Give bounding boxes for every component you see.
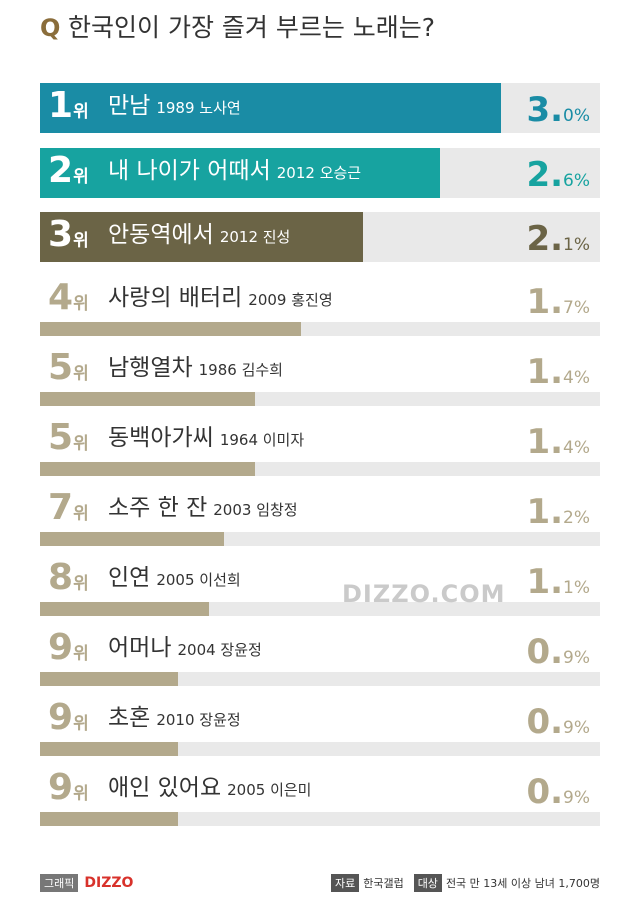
song-row: 애인 있어요 2005 이은미 xyxy=(108,768,311,808)
song-title: 안동역에서 xyxy=(108,222,214,248)
bar xyxy=(40,83,502,133)
song-detail: 1989 노사연 xyxy=(156,99,241,117)
song-detail: 2005 이선희 xyxy=(156,571,241,589)
value-label: 0.9% xyxy=(526,702,590,742)
song-detail: 2005 이은미 xyxy=(227,781,312,799)
song-row: 인연 2005 이선희 xyxy=(108,558,241,598)
bar xyxy=(40,602,210,616)
brand: DIZZO xyxy=(84,875,134,891)
song-detail: 2004 장윤정 xyxy=(177,641,262,659)
watermark: DIZZO.COM xyxy=(342,580,506,608)
value-label: 1.4% xyxy=(526,422,590,462)
bar xyxy=(40,212,363,262)
bar-track xyxy=(40,672,600,686)
bar xyxy=(40,742,179,756)
bar xyxy=(40,812,179,826)
source-label: 자료 xyxy=(330,874,360,892)
song-detail: 1964 이미자 xyxy=(219,431,305,449)
song-title: 만남 xyxy=(108,93,151,119)
song-row: 안동역에서 2012 진성 xyxy=(108,215,290,255)
song-row: 어머나 2004 장윤정 xyxy=(108,628,262,668)
song-title: 초혼 xyxy=(108,705,151,731)
rank: 9위 xyxy=(48,627,89,668)
song-detail: 2012 진성 xyxy=(219,228,291,246)
song-row: 남행열차 1986 김수희 xyxy=(108,348,283,388)
song-detail: 2010 장윤정 xyxy=(156,711,241,729)
value-label: 3.0% xyxy=(526,90,590,130)
song-row: 내 나이가 어때서 2012 오승근 xyxy=(108,151,361,191)
bar-track xyxy=(40,742,600,756)
song-title: 애인 있어요 xyxy=(108,775,222,801)
graphic-label: 그래픽 xyxy=(40,874,79,892)
source: 한국갤럽 xyxy=(363,877,404,890)
song-title: 사랑의 배터리 xyxy=(108,285,243,311)
song-row: 소주 한 잔 2003 임창정 xyxy=(108,488,298,528)
rank: 1위 xyxy=(48,85,89,126)
bar xyxy=(40,672,179,686)
target: 전국 만 13세 이상 남녀 1,700명 xyxy=(445,877,600,890)
bar xyxy=(40,147,440,198)
value-label: 1.7% xyxy=(526,282,590,322)
title-marker: Q xyxy=(40,14,61,42)
rank: 4위 xyxy=(48,277,89,318)
rank: 8위 xyxy=(48,557,89,598)
song-title: 어머나 xyxy=(108,635,172,661)
song-row: 초혼 2010 장윤정 xyxy=(108,698,241,738)
value-label: 0.9% xyxy=(526,772,590,812)
footer-left: 그래픽 DIZZO xyxy=(40,874,133,892)
song-detail: 2012 오승근 xyxy=(276,163,362,182)
song-title: 동백아가씨 xyxy=(108,425,214,451)
rank: 7위 xyxy=(48,487,89,528)
rank: 3위 xyxy=(48,214,89,255)
song-title: 인연 xyxy=(108,565,151,591)
bar xyxy=(40,322,302,336)
song-title: 남행열차 xyxy=(108,355,193,381)
value-label: 1.1% xyxy=(526,562,590,602)
song-title: 내 나이가 어때서 xyxy=(108,157,271,184)
song-title: 소주 한 잔 xyxy=(108,495,208,521)
rank: 9위 xyxy=(48,767,89,808)
song-detail: 2009 홍진영 xyxy=(248,291,333,309)
value-label: 1.2% xyxy=(526,492,590,532)
song-detail: 2003 임창정 xyxy=(213,501,298,519)
song-row: 만남 1989 노사연 xyxy=(108,86,241,126)
bar-track xyxy=(40,812,600,826)
value-label: 1.4% xyxy=(526,352,590,392)
song-row: 동백아가씨 1964 이미자 xyxy=(108,418,304,458)
rank: 2위 xyxy=(48,149,89,191)
target-label: 대상 xyxy=(413,874,442,892)
song-row: 사랑의 배터리 2009 홍진영 xyxy=(108,278,333,318)
value-label: 0.9% xyxy=(526,632,590,672)
bar xyxy=(40,462,256,476)
song-detail: 1986 김수희 xyxy=(198,361,283,379)
rank: 9위 xyxy=(48,697,89,738)
chart-title: 한국인이 가장 즐겨 부르는 노래는? xyxy=(68,13,436,42)
value-label: 2.1% xyxy=(526,219,590,259)
footer-right: 자료 한국갤럽 대상 전국 만 13세 이상 남녀 1,700명 xyxy=(330,874,600,892)
rank: 5위 xyxy=(48,417,89,458)
rank: 5위 xyxy=(48,347,89,388)
bar xyxy=(40,532,225,546)
value-label: 2.6% xyxy=(526,154,590,195)
bar xyxy=(40,392,256,406)
